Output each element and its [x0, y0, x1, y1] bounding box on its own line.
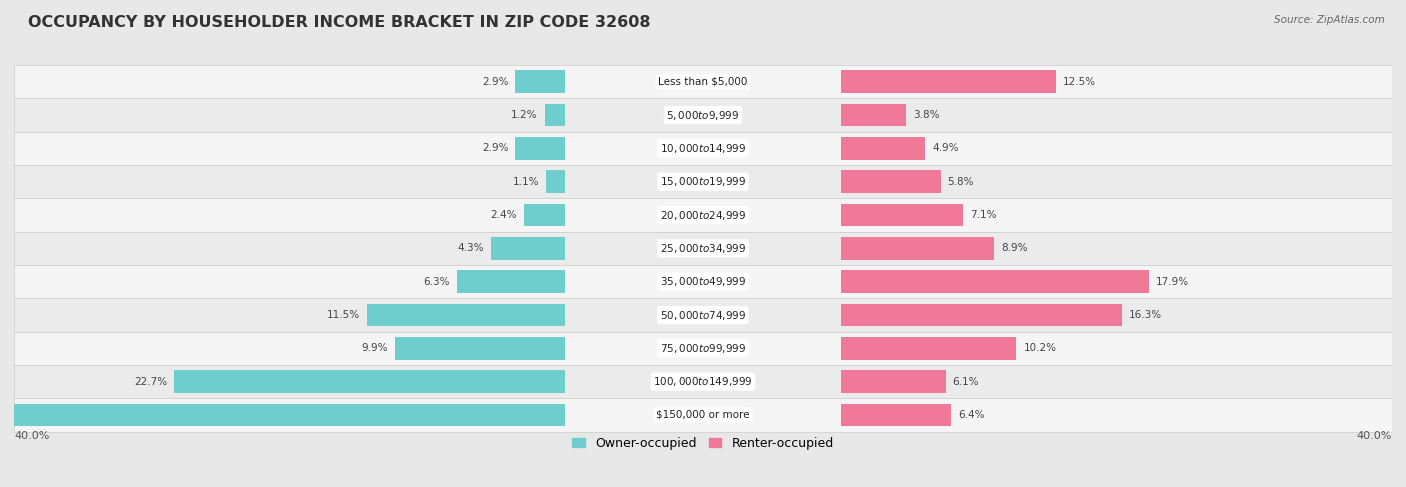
FancyBboxPatch shape — [14, 132, 1392, 165]
Bar — [515, 137, 565, 160]
Text: $75,000 to $99,999: $75,000 to $99,999 — [659, 342, 747, 355]
Text: 8.9%: 8.9% — [1001, 244, 1028, 253]
Text: 4.9%: 4.9% — [932, 143, 959, 153]
Bar — [174, 370, 565, 393]
Text: 40.0%: 40.0% — [14, 431, 49, 441]
Text: 1.2%: 1.2% — [512, 110, 537, 120]
FancyBboxPatch shape — [14, 198, 1392, 232]
Bar — [841, 337, 1017, 360]
Text: 17.9%: 17.9% — [1156, 277, 1189, 287]
Bar — [841, 104, 907, 127]
Text: $10,000 to $14,999: $10,000 to $14,999 — [659, 142, 747, 155]
Bar — [547, 170, 565, 193]
Text: 2.9%: 2.9% — [482, 77, 509, 87]
Text: 9.9%: 9.9% — [361, 343, 388, 354]
Text: 2.4%: 2.4% — [491, 210, 517, 220]
Bar — [841, 404, 950, 426]
Text: 6.1%: 6.1% — [953, 376, 979, 387]
Text: 4.3%: 4.3% — [458, 244, 484, 253]
Text: 2.9%: 2.9% — [482, 143, 509, 153]
Bar — [544, 104, 565, 127]
Text: 12.5%: 12.5% — [1063, 77, 1097, 87]
Text: $150,000 or more: $150,000 or more — [657, 410, 749, 420]
Bar — [515, 71, 565, 93]
Bar — [491, 237, 565, 260]
Text: $50,000 to $74,999: $50,000 to $74,999 — [659, 308, 747, 321]
Text: 6.3%: 6.3% — [423, 277, 450, 287]
Bar — [524, 204, 565, 226]
FancyBboxPatch shape — [14, 265, 1392, 299]
FancyBboxPatch shape — [14, 365, 1392, 398]
Bar — [841, 304, 1122, 326]
Bar — [395, 337, 565, 360]
FancyBboxPatch shape — [14, 299, 1392, 332]
FancyBboxPatch shape — [14, 332, 1392, 365]
Bar — [841, 170, 941, 193]
Text: 16.3%: 16.3% — [1129, 310, 1161, 320]
Text: 22.7%: 22.7% — [134, 376, 167, 387]
Text: 7.1%: 7.1% — [970, 210, 997, 220]
Text: $20,000 to $24,999: $20,000 to $24,999 — [659, 208, 747, 222]
Text: $5,000 to $9,999: $5,000 to $9,999 — [666, 109, 740, 122]
Bar — [841, 370, 946, 393]
FancyBboxPatch shape — [14, 232, 1392, 265]
Text: OCCUPANCY BY HOUSEHOLDER INCOME BRACKET IN ZIP CODE 32608: OCCUPANCY BY HOUSEHOLDER INCOME BRACKET … — [28, 15, 651, 30]
Text: Less than $5,000: Less than $5,000 — [658, 77, 748, 87]
Text: 5.8%: 5.8% — [948, 177, 974, 187]
FancyBboxPatch shape — [14, 398, 1392, 431]
Bar — [841, 204, 963, 226]
Text: $15,000 to $19,999: $15,000 to $19,999 — [659, 175, 747, 188]
FancyBboxPatch shape — [14, 98, 1392, 132]
Legend: Owner-occupied, Renter-occupied: Owner-occupied, Renter-occupied — [568, 432, 838, 455]
Text: Source: ZipAtlas.com: Source: ZipAtlas.com — [1274, 15, 1385, 25]
Bar — [841, 137, 925, 160]
Text: 6.4%: 6.4% — [957, 410, 984, 420]
Text: $100,000 to $149,999: $100,000 to $149,999 — [654, 375, 752, 388]
Bar — [841, 71, 1056, 93]
Text: 11.5%: 11.5% — [328, 310, 360, 320]
FancyBboxPatch shape — [14, 65, 1392, 98]
Text: 10.2%: 10.2% — [1024, 343, 1056, 354]
FancyBboxPatch shape — [14, 165, 1392, 198]
Text: 40.0%: 40.0% — [1357, 431, 1392, 441]
Bar — [841, 270, 1149, 293]
Bar — [457, 270, 565, 293]
Text: 1.1%: 1.1% — [513, 177, 540, 187]
Bar — [841, 237, 994, 260]
Text: $25,000 to $34,999: $25,000 to $34,999 — [659, 242, 747, 255]
Text: 3.8%: 3.8% — [912, 110, 939, 120]
Bar — [367, 304, 565, 326]
Text: $35,000 to $49,999: $35,000 to $49,999 — [659, 275, 747, 288]
Bar — [0, 404, 565, 426]
